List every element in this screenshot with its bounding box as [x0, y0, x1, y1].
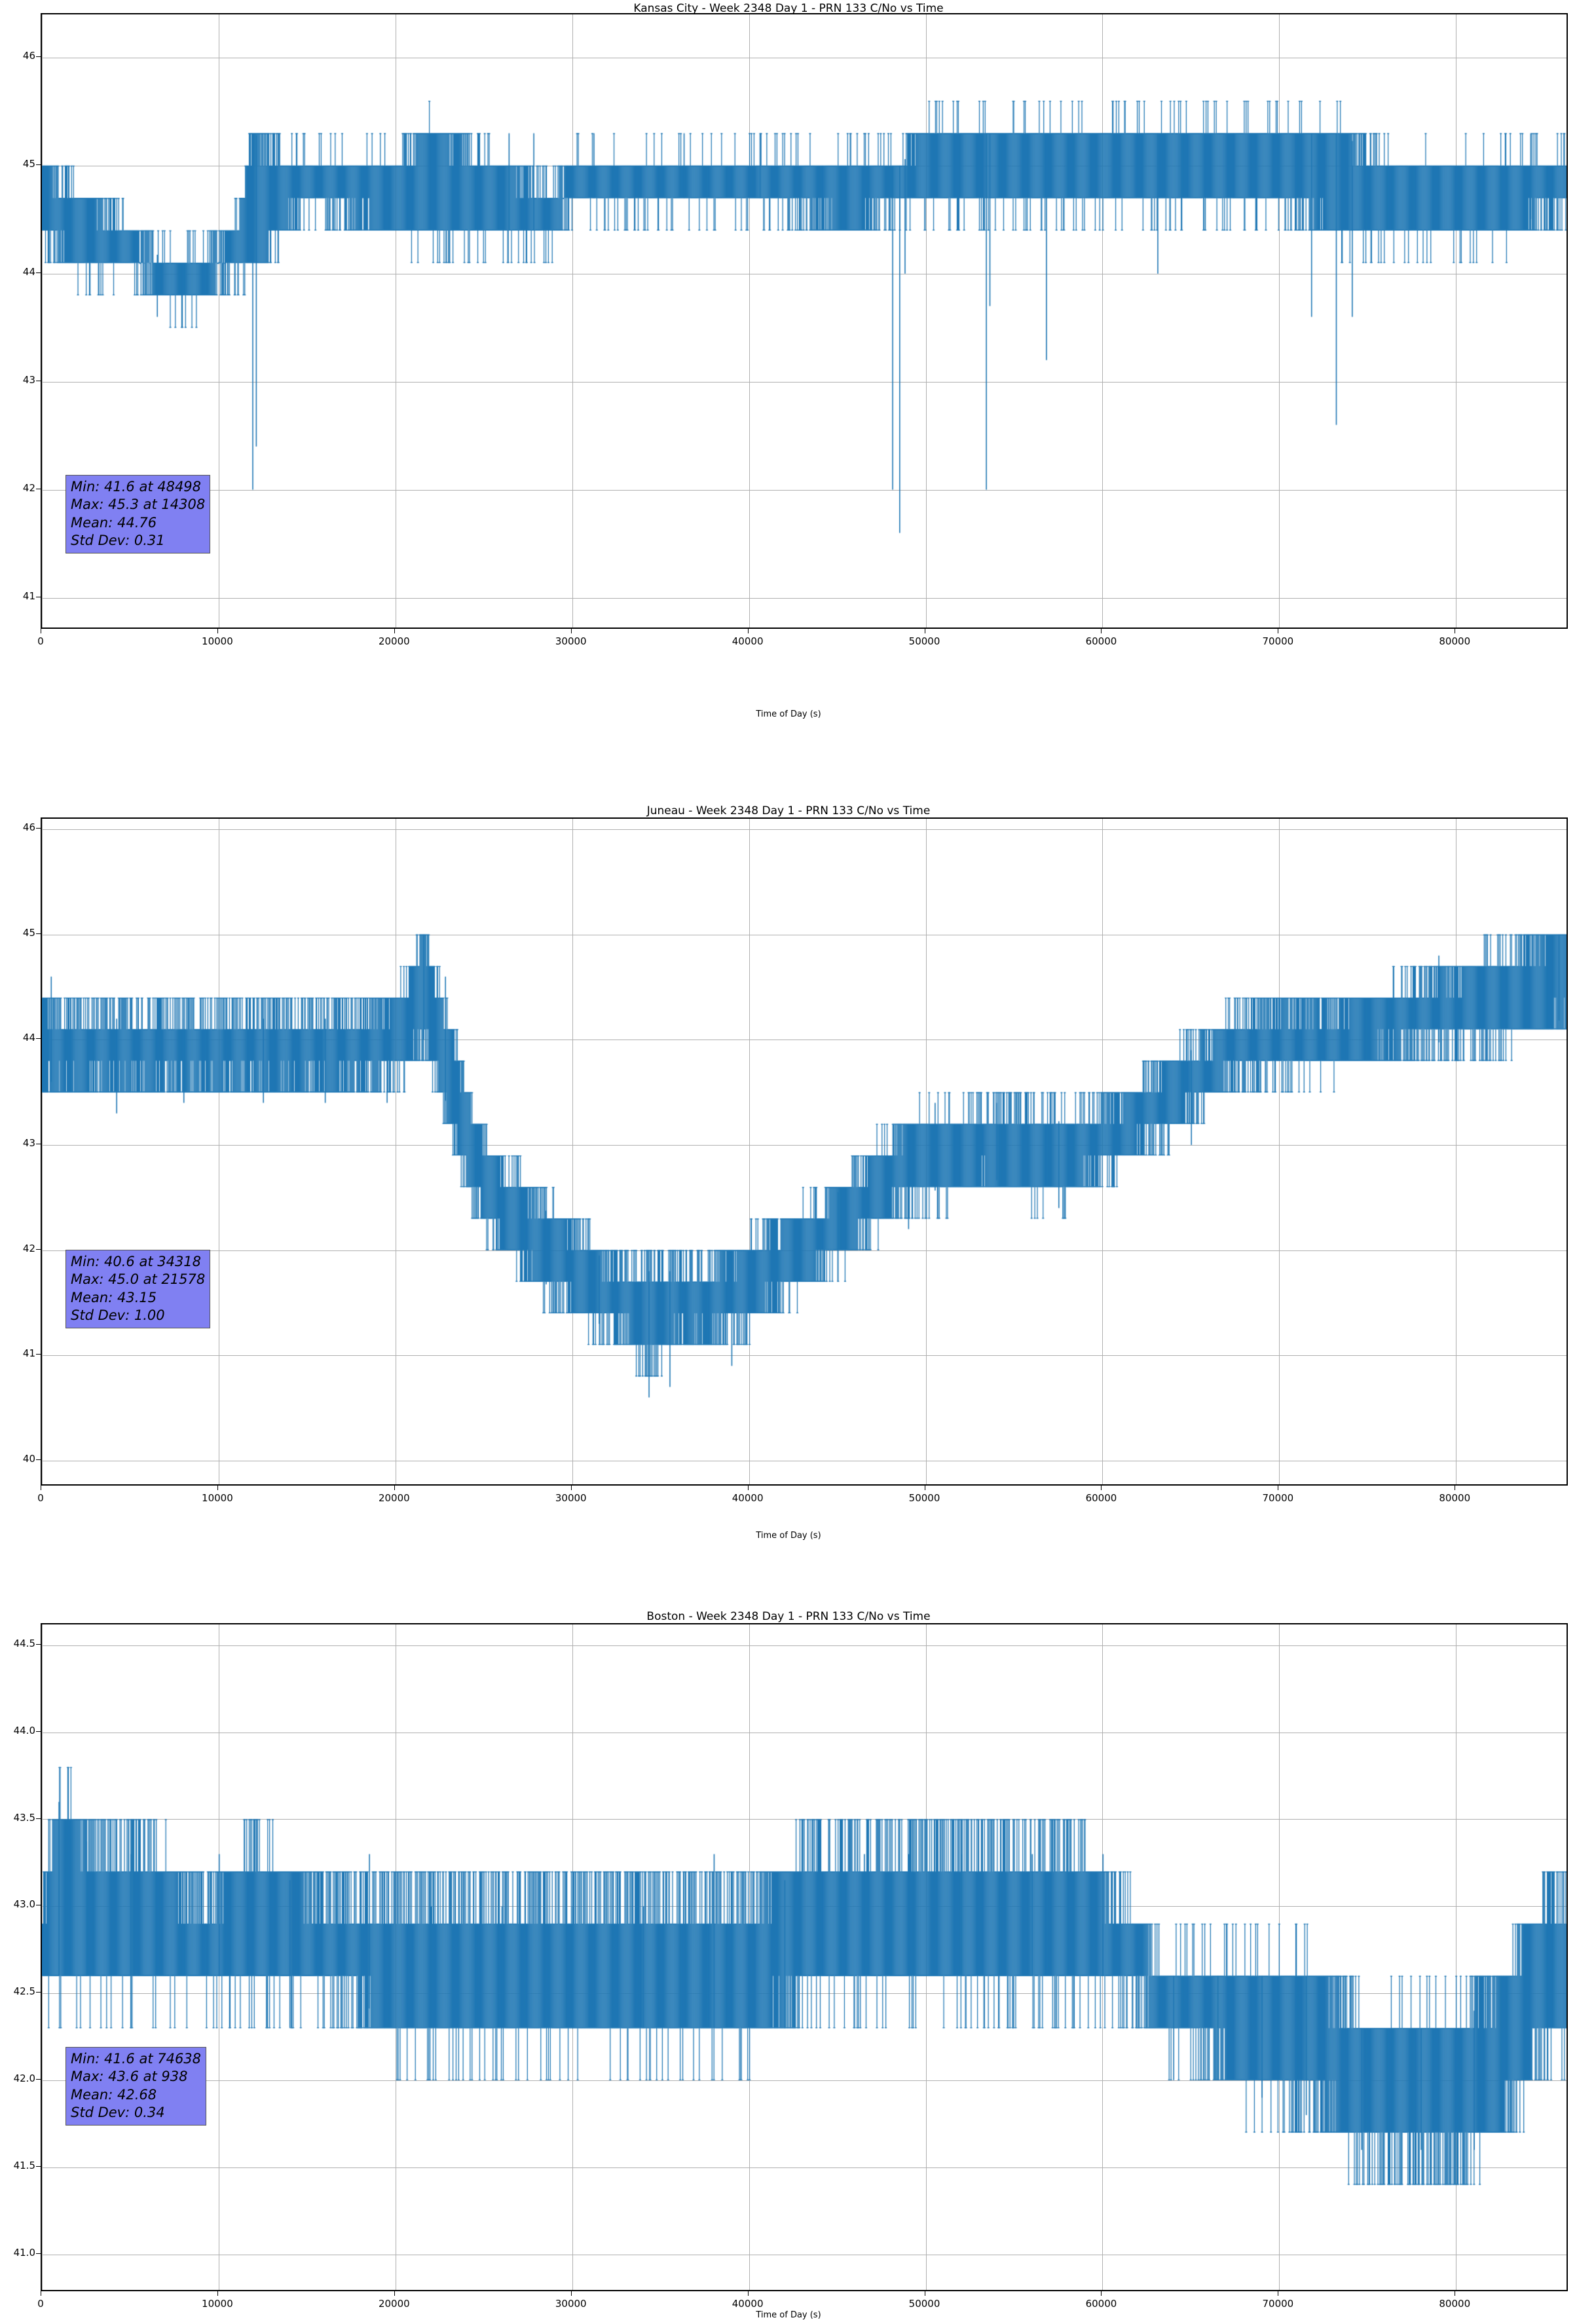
y-tick-label: 40 — [22, 1452, 35, 1465]
y-tick-label: 44 — [22, 265, 35, 278]
x-tick-label: 30000 — [555, 635, 587, 647]
chart-title: Kansas City - Week 2348 Day 1 - PRN 133 … — [633, 2, 944, 15]
x-axis-label: Time of Day (s) — [756, 2310, 821, 2320]
y-tick-label: 42.0 — [13, 2072, 35, 2084]
statistics-annotation: Min: 41.6 at 48498 Max: 45.3 at 14308 Me… — [65, 475, 211, 554]
x-tick-label: 70000 — [1262, 1492, 1294, 1504]
statistics-annotation: Min: 40.6 at 34318 Max: 45.0 at 21578 Me… — [65, 1250, 211, 1329]
x-tick-label: 80000 — [1439, 2298, 1471, 2310]
x-tick-mark — [747, 1486, 749, 1490]
signal-trace — [42, 1624, 1567, 2290]
chart-title: Juneau - Week 2348 Day 1 - PRN 133 C/No … — [646, 804, 931, 817]
y-tick-label: 45 — [22, 926, 35, 939]
y-tick-mark — [36, 828, 41, 829]
x-tick-mark — [1101, 629, 1102, 633]
y-tick-label: 44.0 — [13, 1724, 35, 1736]
y-tick-mark — [36, 1038, 41, 1040]
x-tick-mark — [1101, 2291, 1102, 2296]
y-tick-mark — [36, 2078, 41, 2080]
plot-area — [41, 1623, 1568, 2291]
x-tick-label: 0 — [37, 2298, 44, 2310]
y-tick-label: 42.5 — [13, 1985, 35, 1998]
x-tick-label: 10000 — [202, 635, 233, 647]
plot-area — [41, 13, 1568, 629]
y-tick-mark — [36, 1818, 41, 1819]
y-tick-mark — [36, 2253, 41, 2254]
x-tick-label: 60000 — [1085, 635, 1117, 647]
y-tick-label: 46 — [22, 49, 35, 62]
y-tick-mark — [36, 272, 41, 273]
y-tick-label: 43 — [22, 1136, 35, 1149]
x-tick-label: 60000 — [1085, 2298, 1117, 2310]
y-tick-mark — [36, 56, 41, 57]
x-tick-label: 80000 — [1439, 635, 1471, 647]
y-tick-mark — [36, 1643, 41, 1645]
y-tick-mark — [36, 1731, 41, 1732]
x-tick-label: 20000 — [378, 635, 410, 647]
x-tick-label: 80000 — [1439, 1492, 1471, 1504]
plot-area — [41, 817, 1568, 1486]
x-tick-label: 0 — [37, 635, 44, 647]
x-tick-label: 0 — [37, 1492, 44, 1504]
x-tick-mark — [217, 2291, 218, 2296]
x-tick-label: 10000 — [202, 2298, 233, 2310]
y-tick-mark — [36, 1354, 41, 1355]
y-tick-label: 44 — [22, 1032, 35, 1044]
x-tick-label: 70000 — [1262, 2298, 1294, 2310]
y-tick-label: 42 — [22, 1242, 35, 1254]
x-tick-label: 60000 — [1085, 1492, 1117, 1504]
x-tick-mark — [570, 2291, 572, 2296]
x-tick-label: 70000 — [1262, 635, 1294, 647]
x-tick-label: 20000 — [378, 2298, 410, 2310]
y-tick-mark — [36, 2165, 41, 2167]
y-tick-label: 41.0 — [13, 2246, 35, 2258]
x-tick-mark — [1101, 1486, 1102, 1490]
y-tick-label: 41.5 — [13, 2159, 35, 2171]
chart-panel-kansas-city: Kansas City - Week 2348 Day 1 - PRN 133 … — [0, 0, 1577, 760]
y-tick-label: 43.0 — [13, 1898, 35, 1911]
x-tick-mark — [747, 629, 749, 633]
y-tick-mark — [36, 1459, 41, 1460]
y-tick-mark — [36, 1248, 41, 1250]
x-tick-mark — [570, 629, 572, 633]
x-axis-label: Time of Day (s) — [756, 1531, 821, 1541]
y-tick-label: 44.5 — [13, 1637, 35, 1649]
x-tick-label: 20000 — [378, 1492, 410, 1504]
x-tick-mark — [394, 629, 395, 633]
y-tick-label: 43 — [22, 373, 35, 386]
statistics-annotation: Min: 41.6 at 74638 Max: 43.6 at 938 Mean… — [65, 2047, 207, 2126]
y-tick-mark — [36, 164, 41, 165]
x-tick-mark — [394, 1486, 395, 1490]
signal-trace — [42, 819, 1567, 1484]
x-axis-label: Time of Day (s) — [756, 709, 821, 719]
y-tick-label: 41 — [22, 590, 35, 602]
signal-trace — [42, 14, 1567, 628]
y-tick-label: 45 — [22, 157, 35, 170]
x-tick-mark — [570, 1486, 572, 1490]
y-tick-label: 46 — [22, 821, 35, 834]
x-tick-label: 50000 — [908, 2298, 940, 2310]
x-tick-mark — [217, 629, 218, 633]
x-tick-mark — [217, 1486, 218, 1490]
x-tick-label: 30000 — [555, 1492, 587, 1504]
x-tick-mark — [394, 2291, 395, 2296]
x-tick-mark — [747, 2291, 749, 2296]
y-tick-mark — [36, 1992, 41, 1993]
y-tick-label: 41 — [22, 1347, 35, 1360]
chart-panel-boston: Boston - Week 2348 Day 1 - PRN 133 C/No … — [0, 1572, 1577, 2324]
chart-title: Boston - Week 2348 Day 1 - PRN 133 C/No … — [646, 1610, 931, 1623]
x-tick-label: 10000 — [202, 1492, 233, 1504]
x-tick-label: 50000 — [908, 635, 940, 647]
x-tick-label: 50000 — [908, 1492, 940, 1504]
x-tick-label: 40000 — [732, 1492, 764, 1504]
x-tick-label: 30000 — [555, 2298, 587, 2310]
x-tick-label: 40000 — [732, 635, 764, 647]
y-tick-label: 42 — [22, 481, 35, 494]
x-tick-label: 40000 — [732, 2298, 764, 2310]
y-tick-mark — [36, 933, 41, 934]
y-tick-label: 43.5 — [13, 1811, 35, 1824]
chart-panel-juneau: Juneau - Week 2348 Day 1 - PRN 133 C/No … — [0, 760, 1577, 1572]
